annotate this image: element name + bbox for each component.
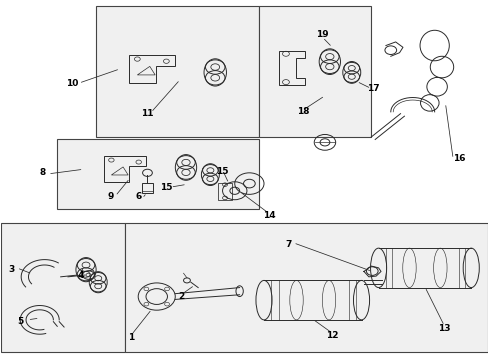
Text: 15: 15 <box>216 167 228 176</box>
Bar <box>259 6 370 137</box>
Bar <box>0 223 125 352</box>
Bar <box>57 139 259 209</box>
Text: 16: 16 <box>452 154 465 163</box>
Text: 6: 6 <box>135 192 142 201</box>
Bar <box>125 223 488 352</box>
Text: 8: 8 <box>39 168 45 177</box>
Text: 14: 14 <box>262 211 275 220</box>
Text: 17: 17 <box>366 84 379 93</box>
Text: 5: 5 <box>17 317 23 326</box>
Text: 12: 12 <box>325 332 338 341</box>
Text: 9: 9 <box>107 192 113 201</box>
Text: 19: 19 <box>316 30 328 39</box>
Text: 7: 7 <box>285 240 291 249</box>
Bar <box>142 183 153 193</box>
Text: 2: 2 <box>178 292 184 301</box>
Text: 11: 11 <box>141 109 153 118</box>
Text: 13: 13 <box>437 324 450 333</box>
Text: 3: 3 <box>8 265 15 274</box>
Text: 15: 15 <box>160 183 172 192</box>
Text: 4: 4 <box>78 270 84 279</box>
Bar <box>217 183 232 200</box>
Bar <box>96 6 259 137</box>
Text: 10: 10 <box>66 79 79 88</box>
Text: 1: 1 <box>128 333 134 342</box>
Text: 18: 18 <box>296 107 308 116</box>
